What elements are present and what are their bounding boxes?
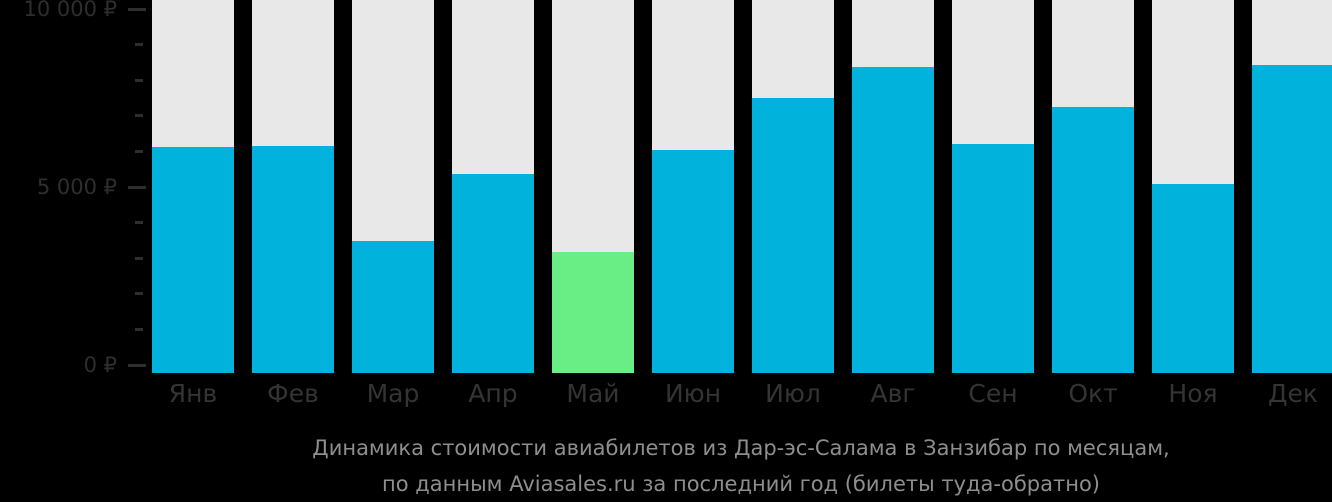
y-axis-minor-tick [135, 149, 143, 153]
y-axis-label: 10 000 ₽ [23, 0, 117, 21]
x-axis-label-Янв: Янв [168, 379, 218, 408]
y-axis-minor-tick [135, 292, 143, 296]
bar-column-5[interactable] [552, 0, 634, 373]
y-axis-major-tick [128, 185, 146, 189]
y-axis-minor-tick [135, 327, 143, 331]
caption-line-1: Динамика стоимости авиабилетов из Дар-эс… [312, 436, 1170, 460]
x-axis-label-Фев: Фев [267, 379, 319, 408]
price-bar[interactable] [152, 146, 234, 373]
y-axis-label: 0 ₽ [83, 353, 117, 377]
price-bar[interactable] [1052, 107, 1134, 373]
price-bar-highlighted[interactable] [552, 252, 634, 373]
price-bar[interactable] [452, 174, 534, 373]
price-bar[interactable] [852, 66, 934, 373]
x-axis-label-Мар: Мар [366, 379, 420, 408]
chart-caption: Динамика стоимости авиабилетов из Дар-эс… [152, 430, 1330, 502]
price-bar[interactable] [752, 98, 834, 373]
bar-column-8[interactable] [852, 0, 934, 373]
x-axis-label-Ноя: Ноя [1168, 379, 1218, 408]
x-axis-label-Сен: Сен [968, 379, 1018, 408]
bar-column-4[interactable] [452, 0, 534, 373]
x-axis-label-Июл: Июл [765, 379, 821, 408]
price-bar[interactable] [1152, 184, 1234, 373]
y-axis-minor-tick [135, 78, 143, 82]
price-bar[interactable] [1252, 64, 1332, 373]
price-bar[interactable] [252, 145, 334, 373]
y-axis-minor-tick [135, 43, 143, 47]
x-axis-label-Июн: Июн [664, 379, 722, 408]
y-axis-minor-tick [135, 221, 143, 225]
caption-line-2: по данным Aviasales.ru за последний год … [382, 472, 1100, 496]
x-axis-label-Апр: Апр [468, 379, 518, 408]
bar-column-10[interactable] [1052, 0, 1134, 373]
y-axis-label: 5 000 ₽ [36, 175, 117, 199]
bar-column-11[interactable] [1152, 0, 1234, 373]
y-axis-major-tick [128, 363, 146, 367]
y-axis-major-tick [128, 7, 146, 11]
y-axis-minor-tick [135, 114, 143, 118]
x-axis-label-Май: Май [566, 379, 620, 408]
bar-column-1[interactable] [152, 0, 234, 373]
x-axis-label-Окт: Окт [1068, 379, 1118, 408]
bar-column-9[interactable] [952, 0, 1034, 373]
bar-column-2[interactable] [252, 0, 334, 373]
price-bar[interactable] [952, 143, 1034, 373]
x-axis-label-Дек: Дек [1267, 379, 1318, 408]
bar-column-7[interactable] [752, 0, 834, 373]
price-bar[interactable] [352, 241, 434, 373]
x-axis-label-Авг: Авг [870, 379, 916, 408]
y-axis-minor-tick [135, 256, 143, 260]
bar-column-3[interactable] [352, 0, 434, 373]
bar-column-12[interactable] [1252, 0, 1332, 373]
bar-column-6[interactable] [652, 0, 734, 373]
price-bar[interactable] [652, 150, 734, 373]
